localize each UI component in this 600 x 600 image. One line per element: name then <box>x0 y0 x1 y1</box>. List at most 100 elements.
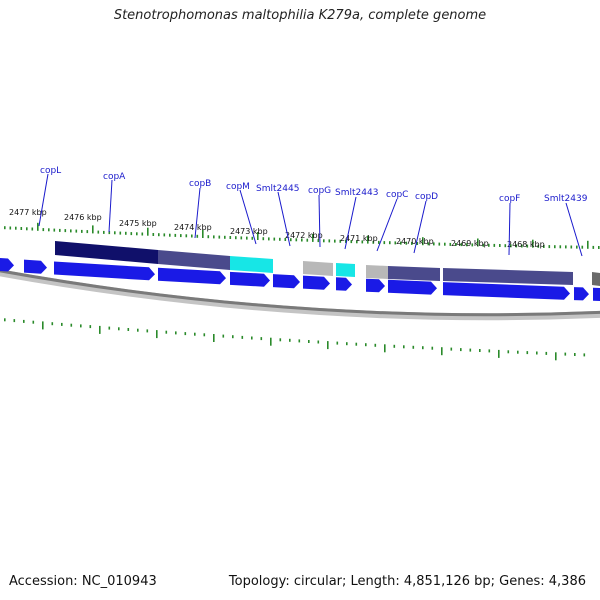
scale-label: 2468 kbp <box>507 240 545 249</box>
minor-tick <box>26 227 28 231</box>
gene-label-copL[interactable]: copL <box>40 166 61 176</box>
cds-block-copA[interactable] <box>55 241 158 264</box>
gene-label-Smlt2443[interactable]: Smlt2443 <box>335 188 378 198</box>
cds-block-Smlt2443[interactable] <box>336 263 355 277</box>
cds-arrow[interactable] <box>0 258 14 272</box>
cds-arrow[interactable] <box>273 274 300 289</box>
cds-arrow-copF[interactable] <box>443 282 570 300</box>
cds-block-copD[interactable] <box>388 266 440 281</box>
minor-tick <box>289 338 291 342</box>
minor-tick <box>460 243 463 247</box>
cds-block-copB[interactable] <box>158 250 230 270</box>
minor-tick <box>488 243 490 247</box>
minor-tick <box>412 345 415 349</box>
scale-label: 2477 kbp <box>9 208 47 217</box>
minor-tick <box>53 228 56 232</box>
minor-tick <box>355 342 358 346</box>
minor-tick <box>427 242 430 246</box>
gene-label-copD[interactable]: copD <box>415 192 438 202</box>
minor-tick <box>158 233 160 237</box>
cds-arrow-copG[interactable] <box>303 275 330 290</box>
minor-tick <box>235 236 237 240</box>
gene-label-copA[interactable]: copA <box>103 172 126 182</box>
minor-tick <box>510 244 512 248</box>
major-tick <box>312 233 314 242</box>
minor-tick <box>488 349 491 353</box>
cds-block-copF[interactable] <box>443 268 573 285</box>
minor-tick <box>218 235 221 239</box>
minor-tick <box>222 334 225 338</box>
minor-tick <box>224 235 226 239</box>
minor-tick <box>108 326 111 330</box>
minor-tick <box>306 238 309 242</box>
minor-tick <box>422 346 424 350</box>
cds-arrow[interactable] <box>574 287 589 301</box>
minor-tick <box>175 331 177 335</box>
cds-arrow-Smlt2443[interactable] <box>336 277 352 291</box>
leader-line <box>413 200 427 254</box>
gene-labels: copL copA copB copM Smlt2445 copG Smlt24… <box>40 166 588 204</box>
minor-tick <box>232 335 234 339</box>
cds-arrow[interactable] <box>24 259 47 274</box>
minor-tick <box>416 242 419 245</box>
minor-tick <box>152 233 155 236</box>
cds-block-copM[interactable] <box>230 256 273 273</box>
minor-tick <box>114 231 116 235</box>
gene-label-copB[interactable]: copB <box>189 179 211 189</box>
minor-tick <box>383 241 386 245</box>
minor-tick <box>70 229 72 233</box>
major-tick <box>441 347 443 356</box>
minor-tick <box>374 343 377 347</box>
minor-tick <box>61 322 63 326</box>
cds-feature-track <box>0 258 600 301</box>
cds-arrow-copB[interactable] <box>158 267 226 285</box>
cds-arrow-copD[interactable] <box>388 279 437 295</box>
minor-tick <box>504 244 507 248</box>
cds-block-copG[interactable] <box>303 261 333 276</box>
gene-label-copG[interactable]: copG <box>308 186 331 196</box>
leader-line <box>38 173 49 227</box>
gene-label-Smlt2445[interactable]: Smlt2445 <box>256 184 299 194</box>
minor-tick <box>466 243 468 247</box>
cds-arrow-copA[interactable] <box>54 261 155 281</box>
scale-label: 2476 kbp <box>64 213 102 222</box>
minor-tick <box>346 342 348 346</box>
cds-arrow[interactable] <box>593 287 600 301</box>
backbone-shadow <box>0 269 600 321</box>
cds-block-copC[interactable] <box>366 265 388 279</box>
major-tick <box>270 337 272 346</box>
genome-stats-text: Topology: circular; Length: 4,851,126 bp… <box>228 574 586 589</box>
minor-tick <box>455 243 457 246</box>
minor-tick <box>185 234 188 238</box>
minor-tick <box>317 239 320 243</box>
gene-label-Smlt2439[interactable]: Smlt2439 <box>544 194 588 204</box>
major-tick <box>202 230 204 238</box>
scale-label: 2475 kbp <box>119 219 157 228</box>
minor-tick <box>127 328 130 331</box>
minor-tick <box>184 332 187 336</box>
minor-tick <box>526 351 529 355</box>
major-tick <box>257 232 259 240</box>
gene-label-copC[interactable]: copC <box>386 190 408 200</box>
scale-label: 2472 kbp <box>285 231 323 240</box>
minor-tick <box>290 238 292 242</box>
minor-tick <box>75 229 78 233</box>
minor-tick <box>479 349 481 352</box>
minor-tick <box>295 238 298 242</box>
minor-tick <box>70 323 73 327</box>
major-tick <box>498 349 500 358</box>
cds-arrow-copC[interactable] <box>366 278 385 293</box>
gene-label-copF[interactable]: copF <box>499 194 520 204</box>
minor-tick <box>163 233 166 237</box>
minor-tick <box>469 348 472 352</box>
minor-tick <box>450 347 453 351</box>
minor-tick <box>554 245 556 249</box>
gene-label-copM[interactable]: copM <box>226 182 250 192</box>
minor-tick <box>64 229 67 233</box>
minor-tick <box>251 236 254 240</box>
cds-arrow-copM[interactable] <box>230 271 270 287</box>
minor-tick <box>400 241 402 245</box>
cds-block-end[interactable] <box>592 272 600 286</box>
scale-label: 2474 kbp <box>174 223 212 232</box>
